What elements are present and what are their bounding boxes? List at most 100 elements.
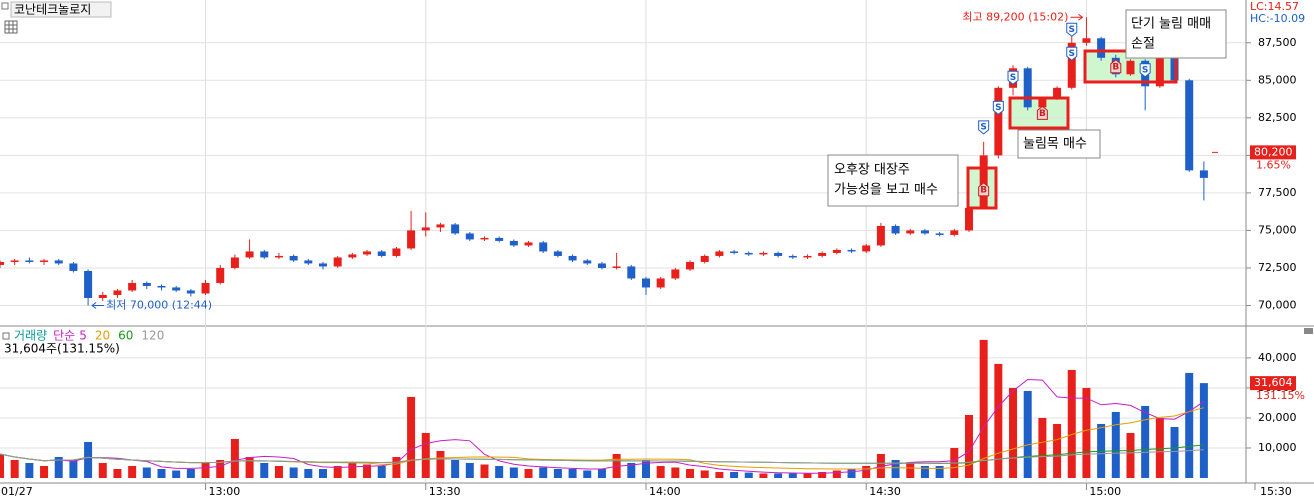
title-icon bbox=[1, 2, 9, 10]
candle-body bbox=[40, 260, 49, 262]
volume-bar bbox=[862, 465, 871, 478]
volume-bar bbox=[847, 468, 856, 478]
x-tick-label: 13:30 bbox=[429, 485, 461, 498]
candle-body bbox=[862, 245, 871, 252]
volume-bar bbox=[803, 473, 812, 478]
signal-marker bbox=[1007, 70, 1019, 85]
volume-bar bbox=[304, 468, 313, 478]
volume-ratio: 131.15% bbox=[1256, 389, 1305, 402]
volume-summary: 31,604주(131.15%) bbox=[4, 342, 120, 356]
volume-bar bbox=[260, 462, 269, 478]
volume-bar bbox=[1199, 383, 1208, 478]
volume-bar bbox=[788, 473, 797, 478]
candle-body bbox=[421, 227, 430, 231]
candle-body bbox=[744, 252, 753, 255]
candle-body bbox=[495, 237, 504, 241]
low-annotation: 최저 70,000 (12:44) bbox=[106, 298, 212, 311]
volume-bar bbox=[40, 465, 49, 478]
volume-bar bbox=[1023, 390, 1032, 478]
volume-ma-line bbox=[0, 449, 1204, 464]
x-tick-label: 13:00 bbox=[209, 485, 241, 498]
candle-body bbox=[1097, 38, 1106, 58]
volume-bar bbox=[142, 467, 151, 478]
volume-bar bbox=[54, 456, 63, 478]
candle-body bbox=[612, 266, 621, 268]
candle-body bbox=[157, 285, 166, 288]
x-tick-label: 15:00 bbox=[1089, 485, 1121, 498]
candle-body bbox=[1053, 87, 1062, 99]
signal-label: S bbox=[1069, 49, 1075, 59]
candle-body bbox=[333, 257, 342, 267]
volume-bar bbox=[84, 441, 93, 478]
candle-body bbox=[304, 260, 313, 264]
note-text: 눌림목 매수 bbox=[1023, 137, 1087, 152]
y-tick-label: 85,000 bbox=[1258, 73, 1297, 86]
volume-bar bbox=[906, 462, 915, 478]
pane-handle[interactable] bbox=[1304, 328, 1313, 334]
chart-title: 코난테크놀로지 bbox=[14, 3, 91, 17]
signal-marker bbox=[1139, 63, 1151, 78]
candle-body bbox=[583, 260, 592, 264]
candle-body bbox=[1082, 38, 1091, 43]
candle-body bbox=[436, 224, 445, 228]
candle-body bbox=[788, 255, 797, 258]
volume-bar bbox=[1111, 411, 1120, 478]
y-tick-label: 10,000 bbox=[1258, 441, 1297, 454]
current-volume-box bbox=[1250, 376, 1296, 391]
signal-marker bbox=[978, 120, 990, 135]
signal-marker bbox=[1066, 22, 1078, 37]
signal-label: S bbox=[995, 103, 1001, 113]
note-text: 단기 눌림 매매 bbox=[1131, 17, 1211, 32]
volume-bar bbox=[583, 470, 592, 478]
volume-bar bbox=[1082, 387, 1091, 478]
y-tick-label: 87,500 bbox=[1258, 36, 1297, 49]
volume-bar bbox=[10, 459, 19, 478]
volume-bar bbox=[1170, 426, 1179, 478]
legend-period: 20 bbox=[95, 329, 110, 343]
volume-bar bbox=[964, 414, 973, 478]
note-text: 손절 bbox=[1131, 37, 1155, 52]
candle-body bbox=[994, 87, 1003, 156]
volume-bar bbox=[539, 467, 548, 478]
grid-icon[interactable] bbox=[4, 20, 18, 34]
candle-body bbox=[98, 294, 107, 298]
volume-bar bbox=[318, 468, 327, 478]
note-box bbox=[1125, 9, 1227, 59]
candle-body bbox=[847, 249, 856, 252]
volume-bar bbox=[436, 450, 445, 478]
volume-bar bbox=[172, 470, 181, 478]
volume-bar bbox=[700, 470, 709, 478]
volume-bar bbox=[524, 468, 533, 478]
volume-bar bbox=[1067, 369, 1076, 478]
candle-body bbox=[950, 230, 959, 235]
candle-body bbox=[553, 251, 562, 256]
volume-bar bbox=[920, 465, 929, 478]
candle-body bbox=[0, 261, 4, 265]
volume-bar bbox=[568, 468, 577, 478]
highlight-box bbox=[1008, 96, 1070, 130]
volume-bar bbox=[759, 473, 768, 478]
signal-label: B bbox=[1039, 109, 1046, 119]
candle-body bbox=[69, 263, 78, 271]
x-tick-label: 14:00 bbox=[649, 485, 681, 498]
candle-body bbox=[113, 290, 122, 295]
candle-body bbox=[245, 251, 254, 258]
y-tick-label: 77,500 bbox=[1258, 186, 1297, 199]
candle-body bbox=[348, 254, 357, 258]
candle-body bbox=[10, 260, 19, 262]
signal-marker bbox=[978, 182, 990, 197]
volume-bar bbox=[245, 456, 254, 478]
candle-body bbox=[451, 224, 460, 234]
candle-body bbox=[671, 269, 680, 279]
volume-bar bbox=[641, 459, 650, 478]
candle-body bbox=[260, 251, 269, 258]
note-box bbox=[1017, 129, 1101, 159]
candle-body bbox=[201, 282, 210, 294]
signal-label: B bbox=[1112, 62, 1119, 72]
signal-marker bbox=[992, 100, 1004, 115]
candle-body bbox=[568, 255, 577, 261]
candle-body bbox=[465, 233, 474, 240]
volume-bar bbox=[627, 462, 636, 478]
candle-body bbox=[524, 242, 533, 246]
candle-body bbox=[128, 282, 137, 291]
